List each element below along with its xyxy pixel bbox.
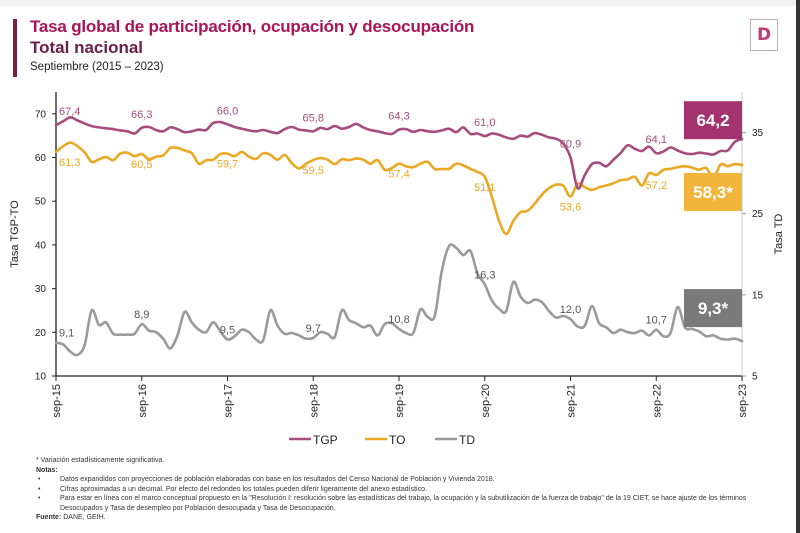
right-axis-title: Tasa TD: [773, 214, 785, 255]
left-tick-label: 20: [35, 328, 47, 339]
chart-period: Septiembre (2015 – 2023): [30, 61, 164, 73]
dane-logo-icon: D: [750, 19, 778, 51]
series-line-to: [54, 141, 744, 236]
chart-subtitle: Total nacional: [30, 38, 144, 57]
right-tick-label: 35: [752, 128, 764, 139]
data-label-to: 59,5: [303, 165, 324, 177]
data-label-td: 12,0: [560, 304, 581, 316]
data-label-to: 57,4: [388, 169, 409, 181]
x-tick-label: sep-20: [480, 384, 492, 418]
data-label-to: 60,5: [131, 159, 152, 171]
data-label-to: 53,6: [560, 201, 581, 213]
data-label-td: 9,7: [306, 323, 321, 335]
left-tick-label: 70: [35, 109, 47, 120]
last-value-box-tgp: [684, 101, 742, 140]
x-tick-label: sep-17: [223, 384, 235, 418]
chart-title: Tasa global de participación, ocupación …: [30, 17, 475, 36]
x-tick-label: sep-16: [137, 384, 149, 418]
x-tick-label: sep-22: [651, 384, 663, 418]
left-tick-label: 30: [35, 284, 47, 295]
last-value-label-tgp: 64,2: [696, 111, 729, 130]
note-item: Cifras aproximadas a un decimal. Por efe…: [38, 485, 776, 495]
top-bar: [0, 0, 800, 6]
last-value-label-to: 58,3*: [693, 183, 733, 202]
data-label-td: 16,3: [474, 269, 495, 281]
significance-note: * Variación estadísticamente significati…: [36, 457, 165, 464]
last-value-box-to: [684, 172, 742, 211]
window-edge: [796, 0, 800, 533]
legend-label-to: TO: [389, 433, 405, 447]
left-axis-title: Tasa TGP-TO: [9, 200, 21, 268]
data-label-to: 61,3: [59, 157, 80, 169]
source-line: Fuente: DANE, GEIH.: [36, 513, 776, 523]
series-line-td: [54, 243, 744, 357]
data-label-to: 57,2: [646, 180, 667, 192]
data-label-to: 59,7: [217, 159, 238, 171]
x-tick-label: sep-19: [394, 384, 406, 418]
source-label: Fuente:: [36, 514, 62, 521]
data-label-tgp: 66,3: [131, 109, 152, 121]
x-tick-label: sep-23: [737, 384, 749, 418]
x-tick-label: sep-21: [566, 384, 578, 418]
notes-list: Datos expandidos con proyecciones de pob…: [36, 475, 776, 513]
note-item: Datos expandidos con proyecciones de pob…: [38, 475, 776, 485]
data-label-tgp: 65,8: [303, 112, 324, 124]
data-label-tgp: 61,0: [474, 117, 495, 129]
series-line-tgp: [54, 116, 744, 190]
legend-label-td: TD: [459, 433, 475, 447]
data-label-td: 9,1: [59, 328, 74, 340]
note-item: Para estar en línea con el marco concept…: [38, 494, 776, 513]
left-tick-label: 60: [35, 153, 47, 164]
x-tick-label: sep-15: [51, 384, 63, 418]
data-label-td: 9,5: [220, 324, 235, 336]
data-label-to: 51,1: [474, 182, 495, 194]
right-tick-label: 25: [752, 209, 764, 220]
legend-label-tgp: TGP: [313, 433, 338, 447]
notes-heading: Notas:: [36, 466, 58, 474]
last-value-box-td: [684, 289, 742, 328]
data-label-td: 10,7: [646, 315, 667, 327]
data-label-tgp: 67,4: [59, 106, 80, 118]
right-tick-label: 5: [752, 372, 758, 383]
source-text: DANE, GEIH.: [63, 514, 106, 521]
data-label-tgp: 64,3: [388, 111, 409, 123]
x-tick-label: sep-18: [308, 384, 320, 418]
data-label-td: 10,8: [388, 314, 409, 326]
left-tick-label: 10: [35, 372, 47, 383]
data-label-tgp: 60,9: [560, 139, 581, 151]
data-label-tgp: 64,1: [646, 134, 667, 146]
notes-block: * Variación estadísticamente significati…: [36, 456, 776, 523]
left-tick-label: 40: [35, 240, 47, 251]
data-label-td: 8,9: [134, 309, 149, 321]
data-label-tgp: 66,0: [217, 105, 238, 117]
left-tick-label: 50: [35, 197, 47, 208]
title-accent-bar: [13, 19, 17, 77]
right-tick-label: 15: [752, 290, 764, 301]
last-value-label-td: 9,3*: [698, 299, 729, 318]
